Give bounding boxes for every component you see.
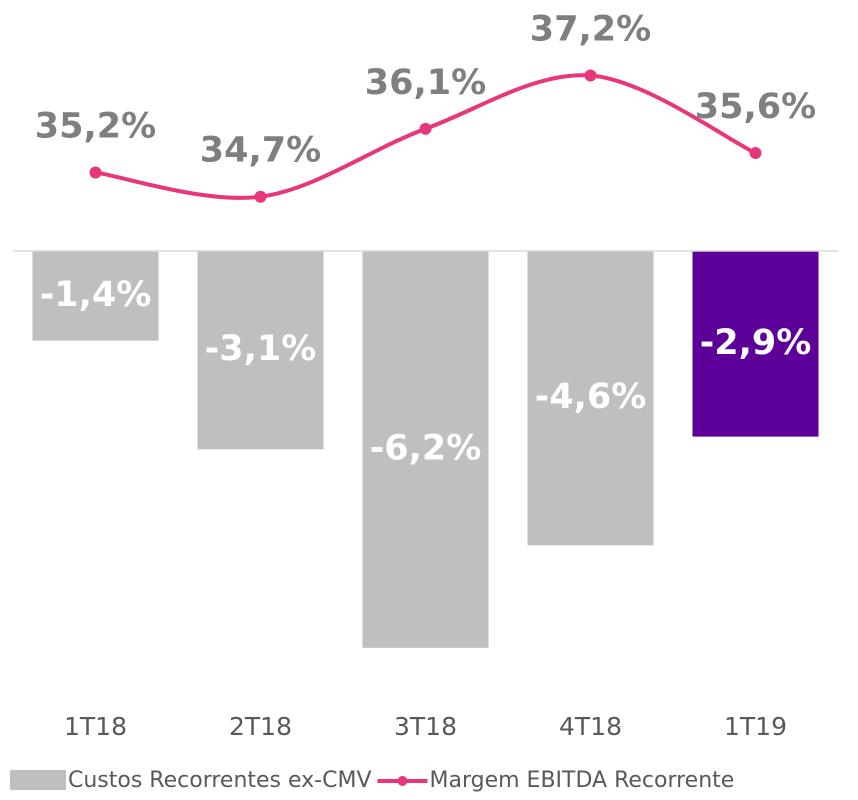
line-point	[749, 147, 762, 160]
legend-label: Custos Recorrentes ex-CMV	[68, 768, 372, 793]
x-tick-label: 1T18	[64, 712, 127, 741]
bar	[527, 251, 654, 546]
bar	[197, 251, 324, 450]
legend-label: Margem EBITDA Recorrente	[430, 768, 735, 793]
bar-value-label: -1,4%	[40, 275, 152, 315]
x-tick-label: 4T18	[559, 712, 622, 741]
x-tick-label: 3T18	[394, 712, 457, 741]
line-value-label: 37,2%	[530, 9, 651, 49]
x-tick-label: 2T18	[229, 712, 292, 741]
line-point	[254, 190, 267, 203]
line-value-label: 35,2%	[35, 106, 156, 146]
x-tick-label: 1T19	[724, 712, 787, 741]
line-value-label: 35,6%	[695, 87, 816, 127]
legend-marker	[397, 776, 408, 786]
bar	[692, 251, 819, 437]
line-value-label: 34,7%	[200, 131, 321, 171]
legend-swatch	[10, 770, 66, 790]
bar-value-label: -3,1%	[205, 329, 317, 369]
line-point	[584, 69, 597, 82]
bar-value-label: -6,2%	[370, 428, 482, 468]
bar	[32, 251, 159, 341]
bar-value-label: -4,6%	[535, 377, 647, 417]
line-point	[419, 122, 432, 135]
line-value-label: 36,1%	[365, 63, 486, 103]
line-point	[89, 166, 102, 179]
bar	[362, 251, 489, 648]
bar-value-label: -2,9%	[700, 323, 812, 363]
